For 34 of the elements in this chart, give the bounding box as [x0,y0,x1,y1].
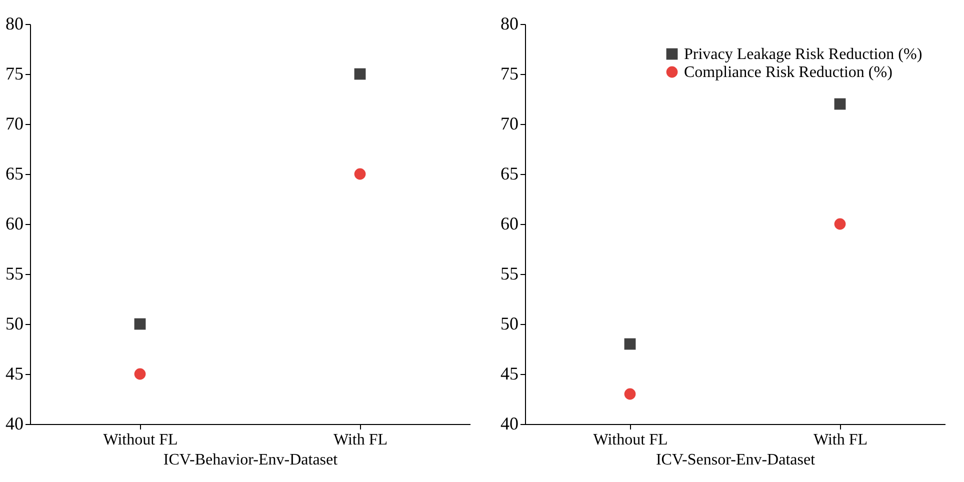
y-tick-label: 40 [500,414,518,434]
y-tick-label: 70 [6,114,24,134]
x-tick-label: Without FL [593,432,668,448]
y-tick-label: 60 [500,214,518,234]
point [624,338,636,350]
y-tick-label: 80 [500,14,518,34]
y-tick-label: 65 [500,164,518,184]
x-tick-label: With FL [813,432,868,448]
x-axis-title: ICV-Behavior-Env-Dataset [163,452,338,468]
legend-label: Privacy Leakage Risk Reduction (%) [684,46,922,63]
x-tick-label: With FL [333,432,388,448]
point [134,318,146,330]
x-axis-title: ICV-Sensor-Env-Dataset [656,452,816,468]
y-tick-label: 70 [500,114,518,134]
point [354,168,366,180]
point [134,368,146,380]
y-tick-label: 40 [6,414,24,434]
y-tick-label: 55 [6,264,24,284]
point [354,68,366,80]
point [624,388,636,400]
point [834,218,846,230]
y-tick-label: 75 [6,64,24,84]
y-tick-label: 45 [500,364,518,384]
y-tick-label: 50 [500,314,518,334]
legend-label: Compliance Risk Reduction (%) [684,64,892,81]
y-tick-label: 60 [6,214,24,234]
y-tick-label: 50 [6,314,24,334]
y-tick-label: 65 [6,164,24,184]
point [834,98,846,110]
y-tick-label: 80 [6,14,24,34]
y-tick-label: 55 [500,264,518,284]
x-tick-label: Without FL [103,432,178,448]
y-tick-label: 45 [6,364,24,384]
y-tick-label: 75 [500,64,518,84]
